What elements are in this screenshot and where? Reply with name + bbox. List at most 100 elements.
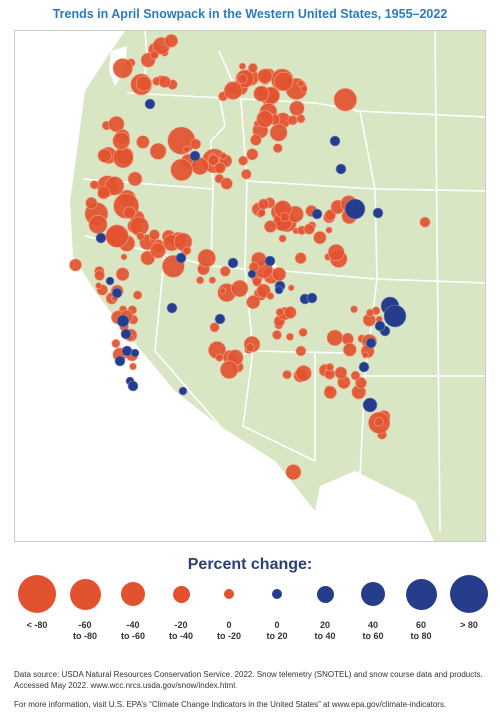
station-increase-marker (306, 292, 318, 304)
station-decline-marker (361, 351, 369, 359)
station-decline-marker (325, 363, 335, 372)
station-decline-marker (272, 329, 282, 340)
snowpack-map (14, 30, 486, 542)
station-decline-marker (215, 353, 224, 362)
station-decline-marker (183, 145, 191, 153)
more-info-note: For more information, visit U.S. EPA’s “… (14, 700, 447, 709)
station-decline-marker (219, 265, 231, 277)
station-decline-marker (256, 110, 274, 128)
legend-circle-icon (69, 578, 101, 610)
station-decline-marker (264, 220, 277, 233)
station-decline-marker (283, 306, 297, 319)
legend-circle-icon (18, 575, 56, 613)
station-decline-marker (287, 284, 295, 292)
station-decline-marker (190, 138, 202, 150)
station-markers (69, 34, 431, 480)
legend-item: 40 to 60 (348, 572, 398, 642)
legend-label: 0 to -20 (216, 620, 241, 641)
station-decline-marker (220, 177, 233, 190)
station-decline-marker (253, 85, 270, 102)
station-increase-marker (227, 257, 239, 269)
station-decline-marker (275, 308, 284, 317)
station-increase-marker (116, 314, 130, 328)
station-increase-marker (344, 198, 366, 220)
station-decline-marker (245, 343, 255, 353)
station-decline-marker (219, 152, 227, 160)
station-decline-marker (289, 100, 305, 117)
legend-label: -40 to -60 (120, 620, 145, 641)
station-increase-marker (166, 302, 178, 314)
station-decline-marker (207, 154, 220, 166)
legend-item: -60 to -80 (60, 572, 110, 642)
station-decline-marker (326, 329, 343, 346)
station-increase-marker (274, 285, 284, 295)
station-increase-marker (127, 380, 139, 392)
station-decline-marker (279, 212, 290, 222)
station-decline-marker (105, 224, 129, 248)
legend-item: 0 to 20 (252, 572, 302, 642)
station-decline-marker (246, 148, 259, 161)
station-decline-marker (419, 216, 431, 228)
station-decline-marker (355, 376, 367, 389)
station-decline-marker (112, 147, 134, 169)
station-decline-marker (334, 366, 348, 380)
station-decline-marker (231, 279, 249, 298)
legend-label: 20 to 40 (314, 620, 336, 641)
station-decline-marker (104, 176, 125, 196)
station-increase-marker (144, 98, 156, 110)
station-increase-marker (311, 208, 323, 220)
station-increase-marker (335, 163, 347, 175)
station-decline-marker (266, 292, 275, 300)
station-decline-marker (167, 126, 196, 155)
station-decline-marker (285, 332, 294, 341)
station-increase-marker (383, 304, 407, 328)
station-decline-marker (220, 360, 239, 379)
station-decline-marker (136, 75, 152, 92)
station-decline-marker (246, 295, 261, 310)
station-decline-marker (136, 135, 150, 149)
station-increase-marker (358, 361, 370, 373)
station-decline-marker (85, 197, 98, 210)
station-decline-marker (209, 322, 220, 333)
legend-item: 60 to 80 (396, 572, 446, 642)
legend: < -80 -60 to -80 -40 to -60 -20 to -40 0 to -20 0… (0, 572, 500, 642)
station-decline-marker (120, 253, 128, 261)
station-decline-marker (324, 209, 336, 221)
station-decline-marker (123, 206, 136, 219)
station-decline-marker (285, 464, 302, 480)
station-decline-marker (327, 244, 345, 262)
station-decline-marker (97, 186, 111, 200)
station-decline-marker (272, 143, 283, 154)
station-decline-marker (350, 370, 361, 381)
station-increase-marker (372, 207, 384, 219)
station-decline-marker (208, 276, 217, 284)
data-source-note: Data source: USDA Natural Resources Cons… (14, 670, 483, 690)
station-increase-marker (130, 348, 140, 358)
legend-circle-icon (272, 589, 282, 599)
legend-item: -20 to -40 (156, 572, 206, 642)
station-decline-marker (241, 168, 252, 180)
station-decline-marker (223, 81, 243, 100)
station-increase-marker (362, 397, 378, 413)
station-decline-marker (197, 248, 216, 268)
station-increase-marker (178, 386, 188, 396)
station-increase-marker (105, 276, 115, 286)
legend-circle-icon (450, 575, 488, 613)
station-decline-marker (313, 231, 327, 245)
station-decline-marker (149, 142, 167, 160)
legend-title: Percent change: (187, 556, 313, 573)
station-decline-marker (257, 68, 273, 84)
legend-item: < -80 (12, 572, 62, 642)
station-decline-marker (238, 155, 249, 166)
station-decline-marker (136, 232, 145, 241)
legend-item: 20 to 40 (300, 572, 350, 642)
station-decline-marker (250, 134, 262, 146)
station-decline-marker (258, 198, 270, 210)
station-increase-marker (111, 287, 123, 299)
legend-label: < -80 (26, 620, 48, 630)
station-decline-marker (297, 80, 305, 88)
map-title: Trends in April Snowpack in the Western … (52, 7, 448, 21)
station-decline-marker (94, 270, 105, 281)
station-decline-marker (196, 276, 205, 285)
legend-circle-icon (224, 589, 234, 599)
